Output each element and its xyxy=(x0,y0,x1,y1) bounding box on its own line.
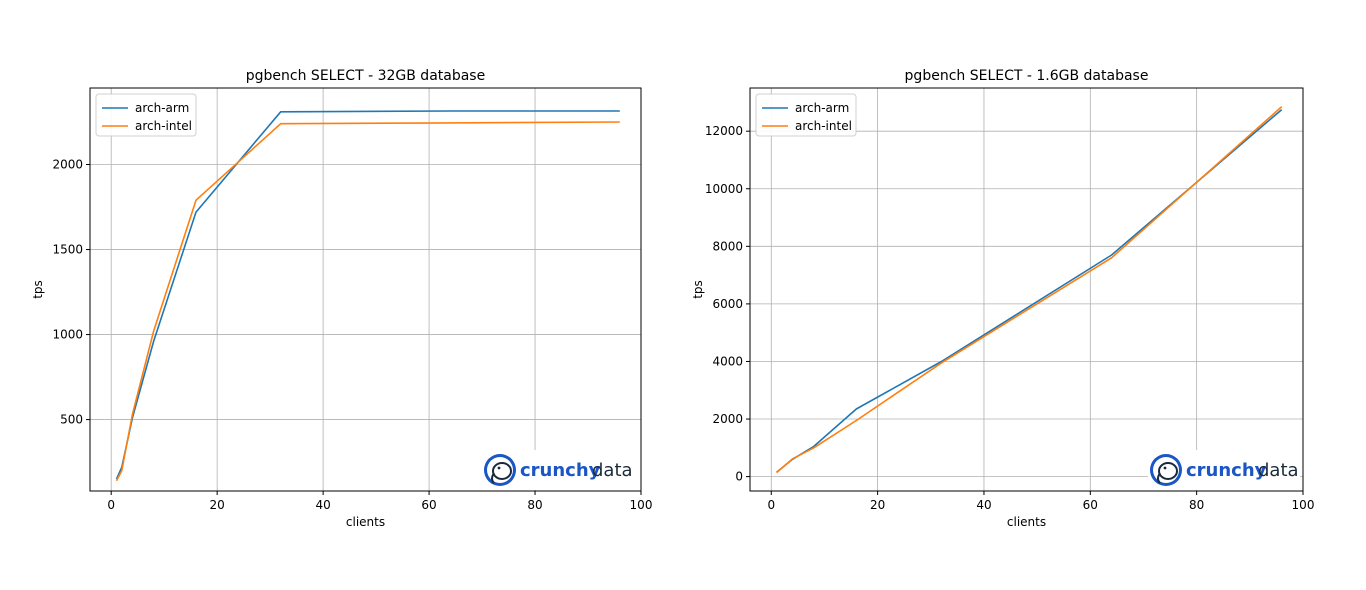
y-tick-label: 4000 xyxy=(712,354,743,368)
y-tick-label: 6000 xyxy=(712,297,743,311)
y-tick-label: 2000 xyxy=(52,158,83,172)
x-tick-label: 60 xyxy=(1083,498,1098,512)
x-tick-label: 60 xyxy=(421,498,436,512)
chart-panel-1: 0 20 40 60 80 100 500 1000 1500 2000 pgbench SELEC… xyxy=(31,68,652,529)
y-tick-label: 0 xyxy=(735,470,743,484)
legend-label: arch-arm xyxy=(795,101,849,115)
x-axis-label: clients xyxy=(346,515,385,529)
y-axis-label: tps xyxy=(31,280,45,299)
y-tick-label: 1000 xyxy=(52,328,83,342)
x-tick-label: 40 xyxy=(976,498,991,512)
elephant-icon-head xyxy=(492,462,512,480)
plot-frame xyxy=(89,87,642,492)
chart-panel-2: 0 20 40 60 80 100 0 2000 4000 6000 8000 10000 12000 p… xyxy=(691,68,1314,529)
elephant-icon xyxy=(1150,454,1182,486)
y-axis-label: tps xyxy=(691,280,705,299)
series-line-arch-arm xyxy=(115,110,620,480)
x-tick-label: 0 xyxy=(107,498,115,512)
x-tick-label: 80 xyxy=(527,498,542,512)
elephant-icon-head xyxy=(1158,462,1178,480)
chart-title: pgbench SELECT - 32GB database xyxy=(246,68,485,84)
x-tick-label: 0 xyxy=(767,498,775,512)
y-tick-label: 8000 xyxy=(712,239,743,253)
y-tick-label: 500 xyxy=(60,413,83,427)
logo-word-data: data xyxy=(1258,460,1299,481)
x-tick-label: 100 xyxy=(1292,498,1315,512)
x-tick-label: 40 xyxy=(315,498,330,512)
legend-label: arch-intel xyxy=(795,119,852,133)
legend: arch-arm arch-intel xyxy=(95,93,197,137)
legend: arch-arm arch-intel xyxy=(755,93,857,137)
logo-word-data: data xyxy=(592,460,633,481)
elephant-icon-trunk xyxy=(491,472,495,484)
y-tick-label: 2000 xyxy=(712,412,743,426)
legend-label: arch-intel xyxy=(135,119,192,133)
y-tick-label: 1500 xyxy=(52,243,83,257)
logo-word-crunchy: crunchy xyxy=(520,460,601,481)
x-axis-label: clients xyxy=(1007,515,1046,529)
legend-label: arch-arm xyxy=(135,101,189,115)
series-line-arch-intel xyxy=(115,121,620,482)
series-line-arch-intel xyxy=(776,106,1283,474)
chart-title: pgbench SELECT - 1.6GB database xyxy=(905,68,1149,84)
logo-word-crunchy: crunchy xyxy=(1186,460,1267,481)
plot-frame xyxy=(749,87,1304,492)
elephant-icon xyxy=(484,454,516,486)
x-tick-label: 20 xyxy=(210,498,225,512)
y-tick-label: 12000 xyxy=(705,124,743,138)
x-tick-label: 80 xyxy=(1189,498,1204,512)
elephant-icon-trunk xyxy=(1157,472,1161,484)
elephant-icon-eye xyxy=(497,466,501,470)
x-tick-label: 20 xyxy=(870,498,885,512)
y-tick-label: 10000 xyxy=(705,182,743,196)
x-tick-label: 100 xyxy=(630,498,653,512)
elephant-icon-eye xyxy=(1163,466,1167,470)
series-line-arch-arm xyxy=(776,108,1283,473)
